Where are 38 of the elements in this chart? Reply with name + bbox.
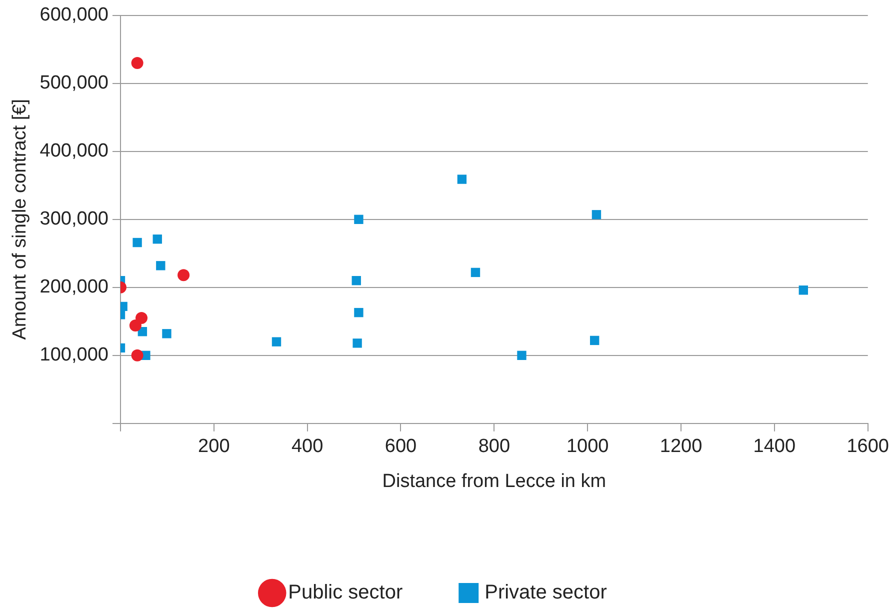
point bbox=[178, 269, 190, 282]
y-tick-label: 200,000 bbox=[40, 276, 108, 298]
point bbox=[129, 319, 142, 332]
point bbox=[156, 261, 166, 270]
x-tick-label: 1000 bbox=[566, 436, 609, 458]
point bbox=[798, 286, 808, 295]
y-tick-label: 600,000 bbox=[40, 4, 108, 26]
point bbox=[590, 336, 600, 346]
point bbox=[352, 338, 362, 348]
point bbox=[457, 174, 467, 184]
point bbox=[131, 349, 144, 362]
x-axis-title: Distance from Lecce in km bbox=[382, 470, 606, 492]
y-tick-label: 100,000 bbox=[40, 344, 108, 366]
point bbox=[132, 238, 142, 248]
x-tick-label: 600 bbox=[384, 436, 417, 458]
point bbox=[354, 214, 364, 224]
y-tick-label: 500,000 bbox=[40, 72, 108, 94]
y-tick-label: 300,000 bbox=[40, 208, 108, 230]
x-tick-label: 400 bbox=[291, 436, 324, 458]
point bbox=[131, 57, 144, 69]
x-tick-label: 1200 bbox=[660, 436, 702, 458]
point bbox=[354, 308, 364, 318]
legend-label: Public sector bbox=[288, 582, 403, 604]
point bbox=[352, 276, 361, 286]
legend-label: Private sector bbox=[484, 582, 608, 604]
y-tick-label: 400,000 bbox=[40, 140, 108, 162]
point bbox=[136, 312, 148, 324]
x-tick-label: 1600 bbox=[846, 436, 890, 458]
point bbox=[517, 350, 526, 360]
y-axis-title: Amount of single contract [€] bbox=[10, 99, 31, 340]
x-tick-label: 200 bbox=[198, 436, 230, 458]
point bbox=[272, 337, 282, 346]
x-tick-label: 800 bbox=[478, 436, 510, 458]
point bbox=[162, 329, 172, 338]
point bbox=[152, 234, 162, 244]
point bbox=[470, 268, 480, 278]
point bbox=[592, 210, 602, 220]
x-tick-label: 1400 bbox=[753, 436, 796, 458]
